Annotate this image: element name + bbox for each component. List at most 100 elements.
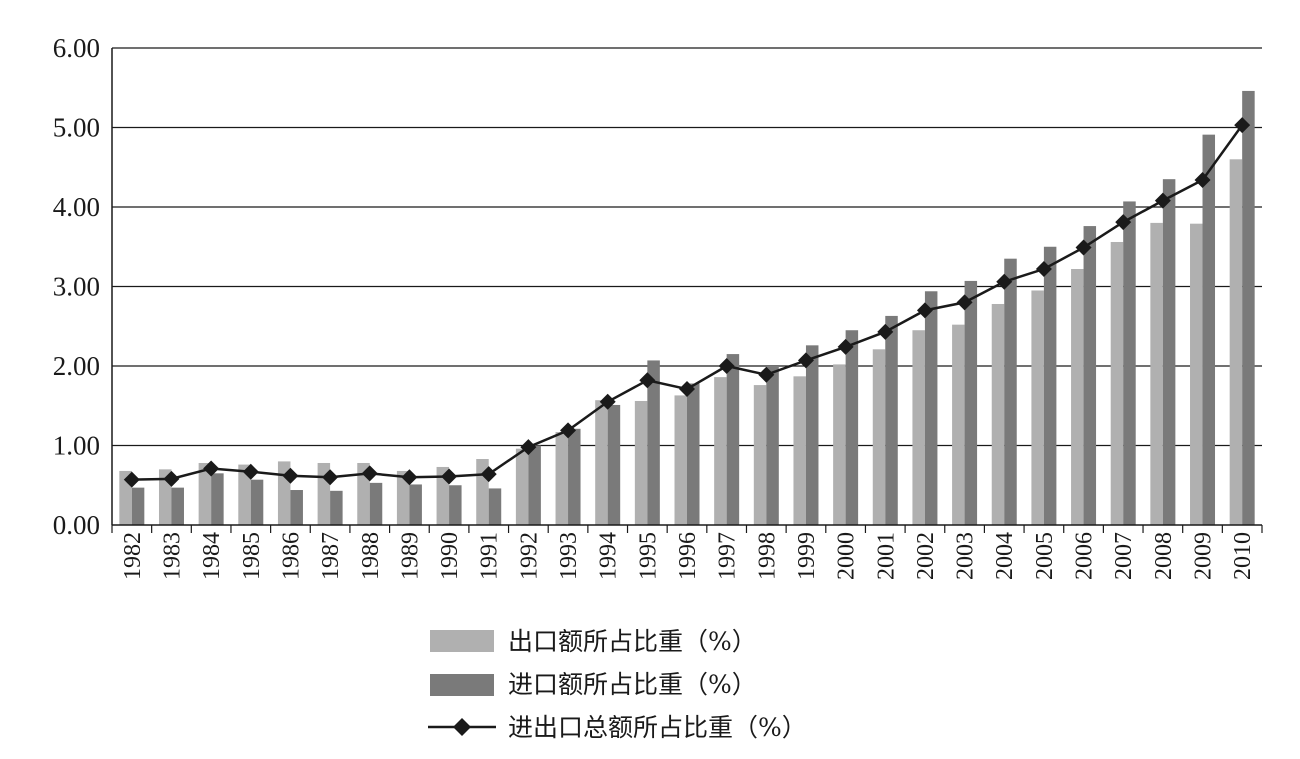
x-tick-label: 1992 <box>516 532 542 580</box>
point-total-1991 <box>480 466 497 483</box>
bar-import-2000 <box>845 330 859 525</box>
x-tick-label: 1991 <box>477 532 503 580</box>
bar-export-2010 <box>1229 159 1243 526</box>
bar-import-1985 <box>250 479 264 525</box>
bar-import-2004 <box>1004 258 1017 525</box>
bar-export-1984 <box>198 462 212 525</box>
legend-label-total: 进出口总额所占比重（%） <box>508 713 807 742</box>
bar-export-2007 <box>1110 241 1124 526</box>
point-total-1989 <box>401 469 418 486</box>
bar-export-2001 <box>872 349 886 525</box>
bar-export-2005 <box>1031 290 1044 525</box>
bar-export-2003 <box>952 324 965 525</box>
x-tick-label: 2003 <box>953 532 979 580</box>
x-tick-label: 1982 <box>120 532 146 580</box>
y-tick-label: 0.00 <box>53 510 100 540</box>
x-tick-label: 2005 <box>1032 532 1058 580</box>
x-tick-label: 1985 <box>239 532 265 580</box>
legend-swatch-export <box>430 630 494 652</box>
bar-import-2009 <box>1202 134 1216 525</box>
point-total-2006 <box>1075 239 1092 256</box>
point-total-2000 <box>837 338 854 355</box>
point-total-1987 <box>322 469 339 486</box>
x-tick-label: 1987 <box>318 532 344 580</box>
bar-import-1996 <box>687 383 700 525</box>
y-tick-label: 1.00 <box>53 431 100 461</box>
legend-swatch-import <box>430 674 494 696</box>
x-tick-label: 2008 <box>1151 532 1177 580</box>
legend-diamond-total <box>453 718 471 736</box>
x-tick-label: 2007 <box>1111 532 1137 580</box>
point-total-2003 <box>956 294 973 311</box>
point-total-2010 <box>1234 117 1251 134</box>
y-axis-ticks: 0.00 1.00 2.00 3.00 4.00 5.00 6.00 <box>53 33 100 540</box>
x-tick-label: 1995 <box>635 532 661 580</box>
point-total-1986 <box>282 467 299 484</box>
bar-import-1991 <box>488 488 502 525</box>
bar-export-1994 <box>595 400 608 525</box>
bar-export-2004 <box>991 303 1005 525</box>
y-tick-label: 3.00 <box>53 272 100 302</box>
bar-export-1995 <box>634 400 648 525</box>
point-total-2002 <box>916 302 933 319</box>
bar-import-1999 <box>805 345 819 525</box>
bar-import-1995 <box>647 360 660 525</box>
point-total-1995 <box>639 372 656 389</box>
bar-import-1994 <box>607 404 621 525</box>
bar-import-1993 <box>568 428 581 525</box>
bar-import-1984 <box>211 473 224 525</box>
bar-import-2007 <box>1123 201 1136 525</box>
x-tick-label: 1997 <box>715 532 741 580</box>
bar-export-2009 <box>1190 223 1203 525</box>
x-tick-label: 1998 <box>754 532 780 580</box>
bar-import-1982 <box>131 487 145 525</box>
point-total-2001 <box>877 323 894 340</box>
point-total-1998 <box>758 366 775 383</box>
point-total-1990 <box>441 468 458 485</box>
x-tick-label: 2002 <box>913 532 939 580</box>
bar-import-1987 <box>330 490 343 525</box>
bar-import-1997 <box>726 354 740 525</box>
x-tick-label: 1990 <box>437 532 463 580</box>
bar-export-1993 <box>555 431 569 525</box>
bar-export-1989 <box>396 470 410 525</box>
bar-import-1986 <box>290 490 303 525</box>
x-axis-ticks: 1982 1983 1984 1985 1986 1987 1988 1989 1990 1991… <box>120 532 1256 580</box>
x-tick-label: 2000 <box>834 532 860 580</box>
x-tick-label: 1999 <box>794 532 820 580</box>
bar-import-1989 <box>409 484 422 525</box>
y-tick-label: 4.00 <box>53 192 100 222</box>
y-tick-label: 6.00 <box>53 33 100 63</box>
point-total-1992 <box>520 439 537 456</box>
point-total-1983 <box>163 470 180 487</box>
bar-export-1996 <box>674 395 687 525</box>
x-tick-label: 1989 <box>397 532 423 580</box>
axes <box>111 48 1263 533</box>
bar-export-2002 <box>912 330 925 525</box>
y-tick-label: 5.00 <box>53 113 100 143</box>
point-total-2009 <box>1194 171 1211 188</box>
point-total-1982 <box>123 471 140 488</box>
x-tick-label: 1996 <box>675 532 701 580</box>
x-tick-label: 2009 <box>1191 532 1217 580</box>
bar-import-2008 <box>1162 179 1176 526</box>
y-tick-label: 2.00 <box>53 351 100 381</box>
x-tick-label: 1988 <box>358 532 384 580</box>
point-total-1985 <box>242 463 259 480</box>
point-total-1984 <box>203 460 220 477</box>
bar-import-1990 <box>449 485 462 525</box>
bars <box>119 90 1255 526</box>
x-tick-label: 2001 <box>873 532 899 580</box>
x-tick-label: 1994 <box>596 532 622 580</box>
bar-export-1992 <box>515 448 529 525</box>
bar-export-1999 <box>793 376 806 525</box>
point-total-2004 <box>996 273 1013 290</box>
bar-import-2006 <box>1083 226 1097 525</box>
bar-import-2001 <box>885 315 898 525</box>
point-total-1993 <box>560 422 577 439</box>
point-total-2008 <box>1154 192 1171 209</box>
bar-import-1983 <box>171 487 184 525</box>
bar-export-1985 <box>238 464 251 525</box>
bar-export-1998 <box>753 385 767 525</box>
point-total-1988 <box>361 465 378 482</box>
